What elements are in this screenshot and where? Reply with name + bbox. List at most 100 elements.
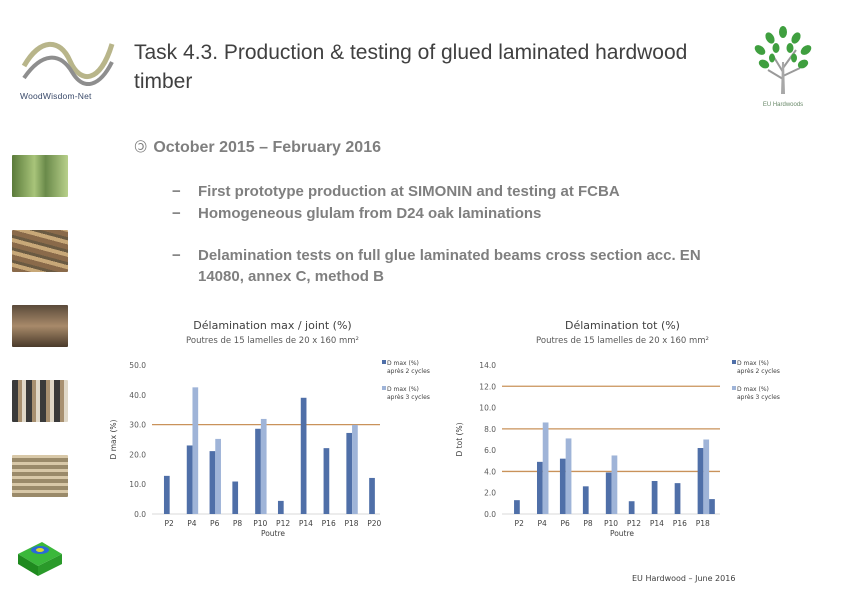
chart-subtitle: Poutres de 15 lamelles de 20 x 160 mm² xyxy=(186,336,359,346)
bar-P19-s1 xyxy=(709,499,715,514)
legend-swatch xyxy=(382,386,386,390)
bar-P6-s2 xyxy=(565,438,572,514)
bar-P18-s2 xyxy=(703,439,710,514)
bar-P16-s1 xyxy=(323,448,330,514)
y-tick-label: 10.0 xyxy=(129,480,146,489)
bar-P12-s1 xyxy=(628,501,635,514)
bar-P8-s1 xyxy=(582,486,589,514)
y-tick-label: 2.0 xyxy=(484,489,496,498)
chart-subtitle: Poutres de 15 lamelles de 20 x 160 mm² xyxy=(536,336,709,346)
sub-bullet-text: Homogeneous glulam from D24 oak laminati… xyxy=(198,205,542,222)
bar-P4-s2 xyxy=(192,387,199,514)
chart-title: Délamination max / joint (%) xyxy=(193,319,352,332)
y-tick-label: 12.0 xyxy=(479,382,496,391)
x-tick-label: P6 xyxy=(210,519,220,528)
x-tick-label: P10 xyxy=(604,519,618,528)
woodwisdom-logo-text: WoodWisdom-Net xyxy=(20,91,92,101)
bar-P6-s1 xyxy=(209,451,216,514)
sub-bullet-2: − Homogeneous glulam from D24 oak lamina… xyxy=(172,203,732,224)
y-tick-label: 40.0 xyxy=(129,391,146,400)
bar-P10-s1 xyxy=(255,428,261,514)
bar-P14-s1 xyxy=(651,481,658,514)
bar-P18-s1 xyxy=(346,432,353,514)
sub-bullet-3: − Delamination tests on full glue lamina… xyxy=(172,245,742,287)
y-axis-label: D tot (%) xyxy=(455,422,464,456)
sub-bullet-text: Delamination tests on full glue laminate… xyxy=(198,247,701,285)
legend-swatch xyxy=(732,360,736,364)
x-tick-label: P18 xyxy=(696,519,710,528)
x-tick-label: P16 xyxy=(673,519,687,528)
woodwisdom-waves-icon xyxy=(21,41,115,86)
bar-P10-s1 xyxy=(605,472,612,514)
y-tick-label: 0.0 xyxy=(134,510,146,519)
sub-bullet-text: First prototype production at SIMONIN an… xyxy=(198,183,620,200)
footer-text: EU Hardwood – June 2016 xyxy=(632,574,736,583)
bar-P18-s1 xyxy=(697,448,704,514)
dash-marker: − xyxy=(172,205,181,222)
chart-dmax: Délamination max / joint (%) Poutres de … xyxy=(100,315,445,545)
sub-bullet-1: − First prototype production at SIMONIN … xyxy=(172,181,732,202)
x-tick-label: P16 xyxy=(322,519,336,528)
y-tick-label: 30.0 xyxy=(129,421,146,430)
x-tick-label: P20 xyxy=(367,519,381,528)
x-tick-label: P2 xyxy=(164,519,174,528)
forest-photo xyxy=(12,155,68,197)
x-tick-label: P8 xyxy=(583,519,593,528)
x-tick-label: P4 xyxy=(538,519,548,528)
x-tick-label: P12 xyxy=(276,519,290,528)
y-tick-label: 6.0 xyxy=(484,446,496,455)
legend-label: D max (%) xyxy=(387,360,419,367)
dash-marker: − xyxy=(172,247,181,264)
y-tick-label: 10.0 xyxy=(479,404,496,413)
x-tick-label: P12 xyxy=(627,519,641,528)
bar-P6-s1 xyxy=(559,458,566,514)
x-axis-label: Poutre xyxy=(261,529,285,538)
y-tick-label: 8.0 xyxy=(484,425,496,434)
bar-P6-s2 xyxy=(215,438,221,514)
slide-title: Task 4.3. Production & testing of glued … xyxy=(134,41,688,93)
bar-P20-s1 xyxy=(369,477,375,514)
period-bullet: 🄯 October 2015 – February 2016 xyxy=(134,133,381,157)
bar-P18-s2 xyxy=(352,424,358,514)
y-axis-label: D max (%) xyxy=(109,420,118,460)
woodwisdom-logo: WoodWisdom-Net xyxy=(20,36,115,101)
eu-hardwoods-logo: EU Hardwoods xyxy=(748,24,818,108)
bar-P12-s1 xyxy=(277,500,284,514)
test-specimen-photo xyxy=(12,455,68,497)
chart-dtot: Délamination tot (%) Poutres de 15 lamel… xyxy=(450,315,795,545)
y-tick-label: 20.0 xyxy=(129,450,146,459)
y-tick-label: 14.0 xyxy=(479,361,496,370)
y-tick-label: 4.0 xyxy=(484,467,496,476)
glulam-beams-photo xyxy=(12,380,68,422)
legend-label: après 3 cycles xyxy=(387,394,430,401)
y-tick-label: 50.0 xyxy=(129,361,146,370)
legend-swatch xyxy=(732,386,736,390)
legend-label: après 3 cycles xyxy=(737,394,780,401)
bar-P14-s1 xyxy=(300,397,307,514)
x-tick-label: P8 xyxy=(233,519,243,528)
dtot-chart-svg: 0.0 2.0 4.0 6.0 8.0 10.0 12.0 14.0 P2 P4 P6 P8 P10 P1… xyxy=(455,360,780,538)
x-axis-label: Poutre xyxy=(610,529,634,538)
eu-hardwoods-logo-text: EU Hardwoods xyxy=(762,102,804,108)
bar-P8-s1 xyxy=(232,481,239,514)
bullet-symbol: 🄯 xyxy=(134,139,148,156)
bar-P10-s2 xyxy=(260,418,267,514)
bar-P10-s2 xyxy=(611,455,618,514)
y-tick-label: 0.0 xyxy=(484,510,496,519)
fem-model-image xyxy=(14,530,66,582)
dmax-chart-svg: 0.0 10.0 20.0 30.0 40.0 50.0 P2 P4 P6 P8 P10 P12 P14… xyxy=(109,360,430,538)
legend-label: après 2 cycles xyxy=(387,368,430,375)
logs-photo xyxy=(12,230,68,272)
bar-P16-s1 xyxy=(674,483,681,514)
x-tick-label: P18 xyxy=(344,519,358,528)
tree-icon xyxy=(754,26,812,94)
x-tick-label: P10 xyxy=(253,519,267,528)
legend-label: D max (%) xyxy=(387,386,419,393)
x-tick-label: P2 xyxy=(515,519,525,528)
legend-label: D max (%) xyxy=(737,386,769,393)
bar-P4-s1 xyxy=(186,445,193,514)
legend-label: D max (%) xyxy=(737,360,769,367)
legend-label: après 2 cycles xyxy=(737,368,780,375)
x-tick-label: P4 xyxy=(187,519,197,528)
chart-title: Délamination tot (%) xyxy=(565,319,680,332)
